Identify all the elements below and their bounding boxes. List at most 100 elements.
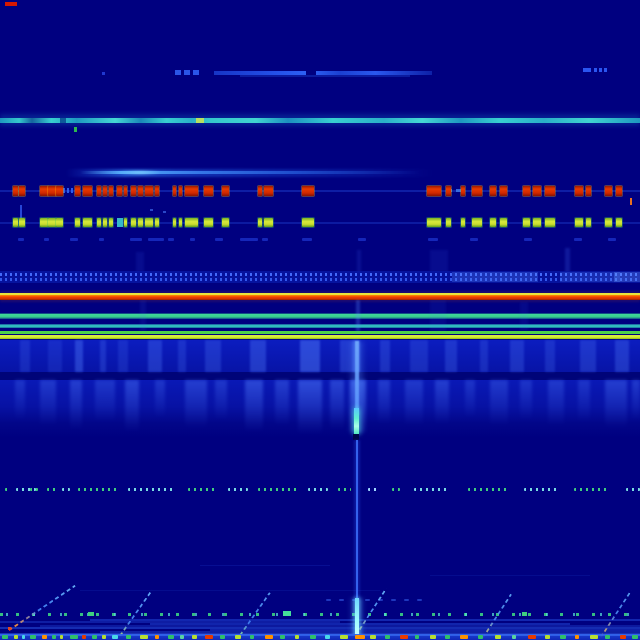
dotted-row-490-seg <box>574 488 608 491</box>
bottom-edge-seg <box>605 635 610 639</box>
green-line-2 <box>0 331 640 334</box>
wideband-lower-streaks-seg <box>465 380 475 418</box>
red-burst-row-seg <box>13 186 18 196</box>
red-burst-row-seg <box>605 186 612 196</box>
red-burst-row-seg <box>19 186 25 196</box>
wideband-upper-streaks-seg <box>545 340 555 372</box>
chevron-row-seg <box>365 599 370 601</box>
wideband-lower-streaks-seg <box>125 380 139 432</box>
bottom-edge-seg <box>512 635 516 639</box>
bottom-edge-seg <box>445 635 450 639</box>
wideband-lower-streaks-seg <box>578 380 590 422</box>
yellow-burst-row-seg <box>185 218 198 227</box>
orange-line <box>0 293 640 300</box>
wideband-lower-streaks-seg <box>185 380 207 428</box>
edge-base <box>0 634 640 640</box>
yellow-burst-row-seg <box>124 218 127 227</box>
red-burst-row-seg <box>472 186 482 196</box>
dotted-row-490-seg <box>414 488 450 491</box>
yellow-burst-row-seg <box>533 218 541 227</box>
scanlines <box>0 627 640 629</box>
cyan-dashes <box>447 189 463 192</box>
bottom-edge-seg <box>180 635 184 639</box>
faint-dash-row-seg <box>130 238 142 241</box>
faint-dash-row-seg <box>99 238 104 241</box>
red-speck <box>8 627 11 630</box>
wideband-lower-streaks-seg <box>15 380 25 420</box>
yellow-burst-row-seg <box>545 218 555 227</box>
bottom-edge-seg <box>560 635 566 639</box>
wideband-upper-streaks-seg <box>118 340 128 372</box>
comb-ticks <box>0 278 640 281</box>
red-burst-row-seg <box>427 186 441 196</box>
wideband-lower-streaks-seg <box>490 380 508 426</box>
scanlines <box>210 629 640 631</box>
edge-glow <box>0 634 640 636</box>
chevron-row-seg <box>326 599 331 601</box>
faint-dash-row-seg <box>240 238 258 241</box>
faint-dash-row-seg <box>190 238 195 241</box>
top-marker <box>5 2 17 6</box>
chevron-row-seg <box>339 599 344 601</box>
dotted-row-490-seg <box>5 488 9 491</box>
dotted-row-490-seg <box>338 488 351 491</box>
wideband-upper-streaks-seg <box>445 340 457 372</box>
vertical-tick <box>20 205 22 218</box>
wideband-lower-streaks-seg <box>275 380 289 426</box>
bottom-edge-seg <box>400 635 408 639</box>
yellow-burst-row-seg <box>446 218 451 227</box>
yellow-burst-row-seg <box>19 218 25 227</box>
right-dash <box>583 68 591 72</box>
faint-dot <box>102 72 105 75</box>
texture-columns-mid <box>356 300 360 331</box>
wideband-upper-streaks-seg <box>20 340 30 372</box>
red-burst-row-seg <box>56 186 63 196</box>
yellow-burst-row-seg <box>131 218 136 227</box>
bottom-edge-seg <box>632 635 638 639</box>
yellow-burst-row-seg <box>605 218 612 227</box>
bottom-edge-seg <box>325 635 330 639</box>
bottom-edge-seg <box>575 635 579 639</box>
red-burst-row-seg <box>117 186 122 196</box>
red-burst-row-seg <box>179 186 182 196</box>
bottom-edge-seg <box>2 635 8 639</box>
yellow-line <box>0 335 640 339</box>
bottom-edge-seg <box>620 635 626 639</box>
yellow-burst-row-seg <box>500 218 507 227</box>
wideband-lower-streaks-seg <box>378 380 390 424</box>
bottom-edge-seg <box>22 635 25 639</box>
red-burst-row-seg <box>204 186 213 196</box>
wideband-upper-streaks-seg <box>300 340 320 372</box>
wideband-upper-streaks-seg <box>340 340 352 372</box>
chevron-row-seg <box>378 599 383 601</box>
dotted-row-490-seg <box>78 488 118 491</box>
dotted-row-490-seg <box>368 488 380 491</box>
wideband-lower-streaks-seg <box>520 380 532 420</box>
wideband-lower-streaks-seg <box>330 380 344 430</box>
chevron-row-seg <box>391 599 396 601</box>
texture-columns-mid <box>520 302 528 330</box>
red-burst-row-seg <box>131 186 136 196</box>
faint-dash-row-seg <box>70 238 78 241</box>
scanlines <box>40 625 640 627</box>
wideband-lower-base <box>0 380 640 438</box>
bottom-edge-seg <box>70 635 78 639</box>
bottom-edge-seg <box>168 635 174 639</box>
wideband-lower-streaks-seg <box>405 380 423 426</box>
texture-columns-upper <box>357 250 361 274</box>
bottom-edge-seg <box>460 635 468 639</box>
yellow-burst-row-seg <box>145 218 153 227</box>
red-burst-row-seg <box>302 186 314 196</box>
dash-cluster <box>175 70 199 75</box>
bottom-edge-seg <box>92 635 97 639</box>
bottom-edge-seg <box>140 635 148 639</box>
core <box>0 118 640 123</box>
green-dot-row <box>6 613 634 616</box>
dotted-row-490-seg <box>468 488 508 491</box>
baseline <box>0 222 640 224</box>
red-burst-row-seg <box>523 186 530 196</box>
comb-bright <box>560 272 620 282</box>
wideband-lower-streaks-seg <box>95 380 115 422</box>
faint-dash-row-seg <box>262 238 268 241</box>
